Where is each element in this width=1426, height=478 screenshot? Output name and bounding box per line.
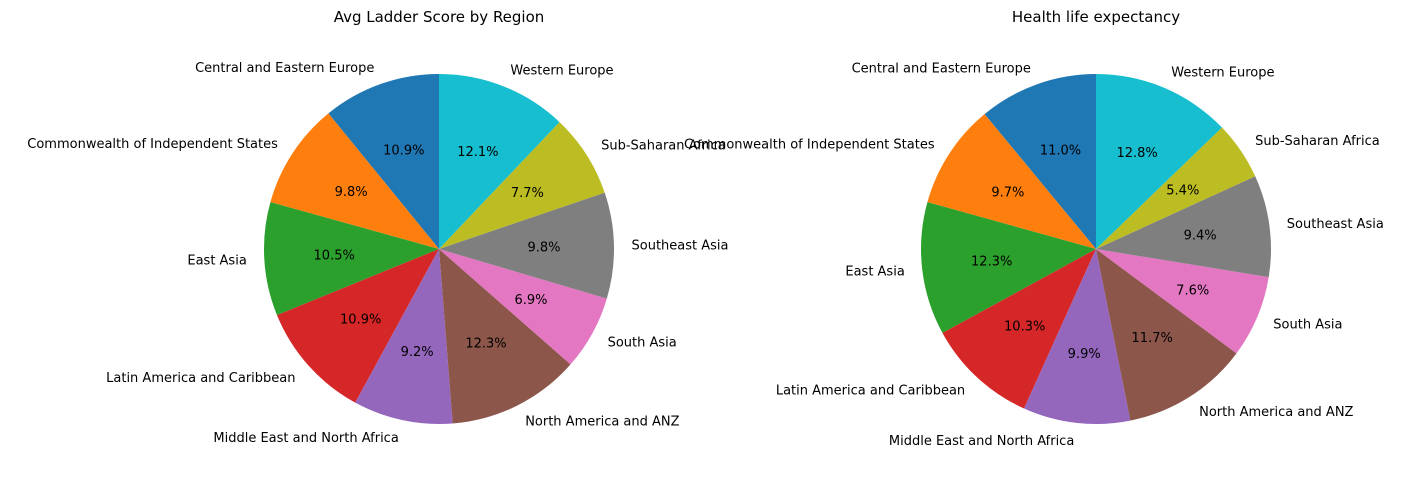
ladder-score-category-label-southeast-asia: Southeast Asia — [632, 239, 729, 254]
health-life-expectancy-slice-east-asia — [920, 202, 1096, 333]
health-life-expectancy-slice-latin-america-and-caribbean — [942, 249, 1096, 409]
health-life-expectancy-category-label-east-asia: East Asia — [845, 265, 904, 280]
ladder-score-slice-commonwealth-of-independent-states — [270, 113, 439, 249]
health-life-expectancy-pct-label-sub-saharan-africa: 5.4% — [1166, 183, 1199, 198]
health-life-expectancy-pct-label-east-asia: 12.3% — [971, 255, 1012, 270]
health-life-expectancy-pct-label-latin-america-and-caribbean: 10.3% — [1004, 320, 1045, 335]
health-life-expectancy-category-label-southeast-asia: Southeast Asia — [1287, 217, 1384, 232]
ladder-score-slice-south-asia — [439, 249, 607, 365]
ladder-score-category-label-central-and-eastern-europe: Central and Eastern Europe — [195, 61, 374, 76]
ladder-score-category-label-north-america-and-anz: North America and ANZ — [525, 415, 679, 430]
ladder-score-pct-label-south-asia: 6.9% — [514, 293, 547, 308]
health-life-expectancy-slice-commonwealth-of-independent-states — [927, 114, 1096, 249]
health-life-expectancy-slice-central-and-eastern-europe — [984, 74, 1096, 249]
ladder-score-pct-label-southeast-asia: 9.8% — [527, 240, 560, 255]
ladder-score-slice-southeast-asia — [439, 192, 614, 299]
ladder-score-slice-middle-east-and-north-africa — [355, 249, 453, 424]
ladder-score-pie: Avg Ladder Score by Region 10.9% Central … — [27, 8, 728, 446]
ladder-score-category-label-south-asia: South Asia — [608, 335, 677, 350]
health-life-expectancy-pct-label-north-america-and-anz: 11.7% — [1132, 331, 1173, 346]
health-life-expectancy-labels: 11.0% Central and Eastern Europe 9.7% Commo… — [684, 61, 1384, 448]
ladder-score-category-label-middle-east-and-north-africa: Middle East and North Africa — [213, 431, 398, 446]
health-life-expectancy-slice-north-america-and-anz — [1096, 249, 1237, 421]
health-life-expectancy-slice-western-europe — [1096, 74, 1222, 249]
ladder-score-pct-label-western-europe: 12.1% — [457, 145, 498, 160]
ladder-score-pct-label-sub-saharan-africa: 7.7% — [511, 186, 544, 201]
ladder-score-pct-label-north-america-and-anz: 12.3% — [465, 336, 506, 351]
ladder-score-slice-western-europe — [439, 73, 560, 249]
health-life-expectancy-pct-label-southeast-asia: 9.4% — [1184, 229, 1217, 244]
ladder-score-pct-label-middle-east-and-north-africa: 9.2% — [401, 345, 434, 360]
ladder-score-slice-latin-america-and-caribbean — [276, 249, 439, 403]
health-life-expectancy-slice-south-asia — [1096, 249, 1269, 354]
health-life-expectancy-category-label-south-asia: South Asia — [1273, 318, 1342, 333]
ladder-score-category-label-sub-saharan-africa: Sub-Saharan Africa — [601, 139, 726, 154]
health-life-expectancy-pct-label-central-and-eastern-europe: 11.0% — [1040, 144, 1081, 159]
health-life-expectancy-slice-middle-east-and-north-africa — [1024, 249, 1131, 425]
ladder-score-category-label-commonwealth-of-independent-states: Commonwealth of Independent States — [27, 137, 278, 152]
ladder-score-slices — [264, 73, 614, 424]
health-life-expectancy-pct-label-western-europe: 12.8% — [1116, 146, 1157, 161]
ladder-score-slice-east-asia — [264, 202, 439, 316]
ladder-score-pie-title: Avg Ladder Score by Region — [334, 8, 545, 26]
health-life-expectancy-slice-southeast-asia — [1096, 176, 1272, 278]
ladder-score-slice-sub-saharan-africa — [439, 122, 605, 249]
health-life-expectancy-slice-sub-saharan-africa — [1096, 127, 1256, 249]
health-life-expectancy-category-label-central-and-eastern-europe: Central and Eastern Europe — [852, 61, 1031, 76]
ladder-score-category-label-east-asia: East Asia — [187, 254, 246, 269]
ladder-score-slice-central-and-eastern-europe — [328, 74, 439, 249]
ladder-score-category-label-latin-america-and-caribbean: Latin America and Caribbean — [106, 371, 295, 386]
health-life-expectancy-pct-label-south-asia: 7.6% — [1176, 283, 1209, 298]
ladder-score-labels: 10.9% Central and Eastern Europe 9.8% Commo… — [27, 61, 728, 446]
health-life-expectancy-category-label-latin-america-and-caribbean: Latin America and Caribbean — [776, 384, 965, 399]
ladder-score-pct-label-latin-america-and-caribbean: 10.9% — [340, 313, 381, 328]
health-life-expectancy-slices — [920, 74, 1272, 425]
health-life-expectancy-category-label-north-america-and-anz: North America and ANZ — [1199, 405, 1353, 420]
health-life-expectancy-pie: Health life expectancy 11.0% Central and … — [684, 8, 1384, 449]
ladder-score-pct-label-central-and-eastern-europe: 10.9% — [383, 144, 424, 159]
ladder-score-pct-label-east-asia: 10.5% — [314, 249, 355, 264]
ladder-score-category-label-western-europe: Western Europe — [510, 64, 613, 79]
health-life-expectancy-category-label-commonwealth-of-independent-states: Commonwealth of Independent States — [684, 138, 935, 153]
health-life-expectancy-pie-title: Health life expectancy — [1012, 8, 1180, 26]
health-life-expectancy-category-label-sub-saharan-africa: Sub-Saharan Africa — [1255, 134, 1380, 149]
health-life-expectancy-category-label-middle-east-and-north-africa: Middle East and North Africa — [889, 434, 1074, 449]
health-life-expectancy-pct-label-middle-east-and-north-africa: 9.9% — [1068, 347, 1101, 362]
health-life-expectancy-category-label-western-europe: Western Europe — [1171, 65, 1274, 80]
health-life-expectancy-pct-label-commonwealth-of-independent-states: 9.7% — [991, 185, 1024, 200]
ladder-score-pct-label-commonwealth-of-independent-states: 9.8% — [335, 185, 368, 200]
ladder-score-slice-north-america-and-anz — [439, 249, 571, 424]
